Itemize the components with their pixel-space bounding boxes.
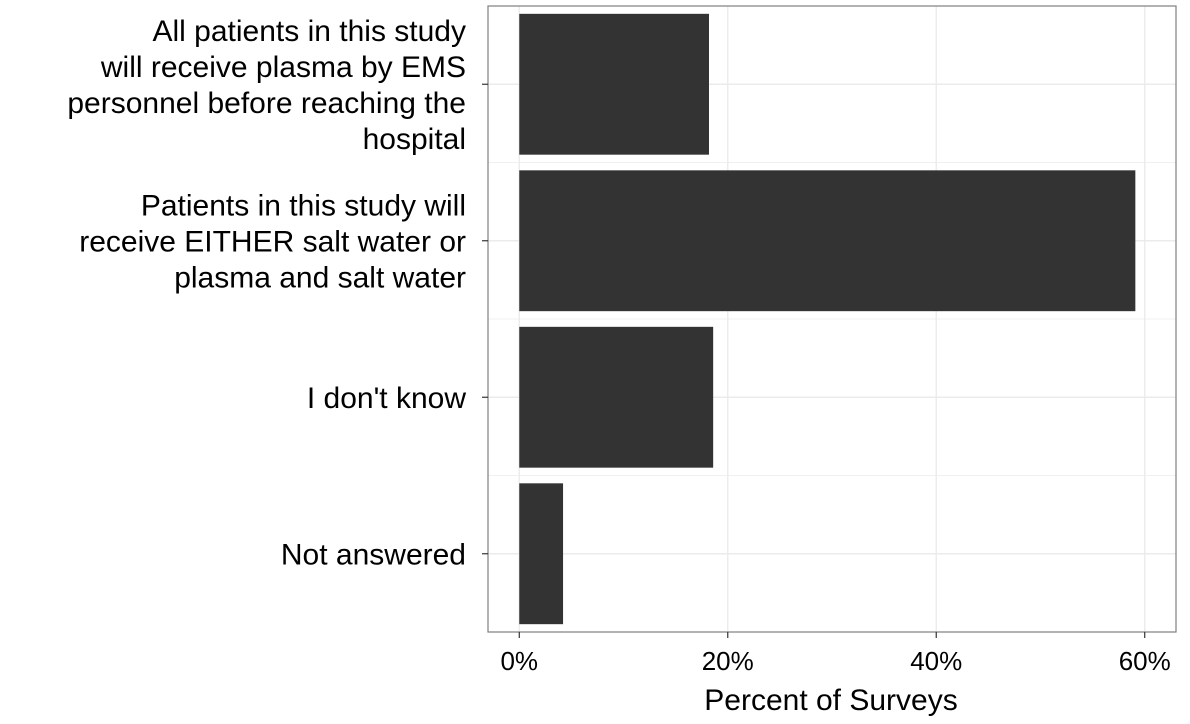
x-tick-label: 20% (702, 646, 754, 676)
x-tick-label: 60% (1119, 646, 1171, 676)
x-tick-label: 40% (910, 646, 962, 676)
x-tick-label: 0% (500, 646, 538, 676)
y-axis: All patients in this study will receive p… (67, 15, 488, 572)
y-tick-label-line: Patients in this study will (141, 190, 466, 223)
y-tick-label-line: I don't know (307, 382, 466, 415)
y-tick-label-line: personnel before reaching the (67, 87, 466, 120)
y-tick-label-line: will receive plasma by EMS (100, 51, 466, 84)
plot-panel-border (487, 5, 1177, 633)
y-tick-label-line: Not answered (281, 539, 466, 572)
x-axis: 0% 20% 40% 60% (500, 632, 1171, 676)
bars (519, 13, 1136, 625)
y-tick-label-line: hospital (363, 123, 466, 156)
bar-3 (519, 326, 714, 468)
bar-2 (519, 170, 1136, 312)
bar-4 (519, 483, 564, 625)
y-tick-label-line: plasma and salt water (174, 262, 466, 295)
y-tick-label: Not answered (281, 539, 466, 572)
y-tick-label: I don't know (307, 382, 466, 415)
y-tick-label-line: receive EITHER salt water or (79, 226, 466, 259)
y-tick-label: Patients in this study will receive EITHE… (79, 190, 466, 295)
x-axis-title: Percent of Surveys (704, 684, 957, 717)
bar-1 (519, 13, 709, 155)
y-tick-label: All patients in this study will receive p… (67, 15, 466, 156)
y-tick-label-line: All patients in this study (153, 15, 467, 48)
